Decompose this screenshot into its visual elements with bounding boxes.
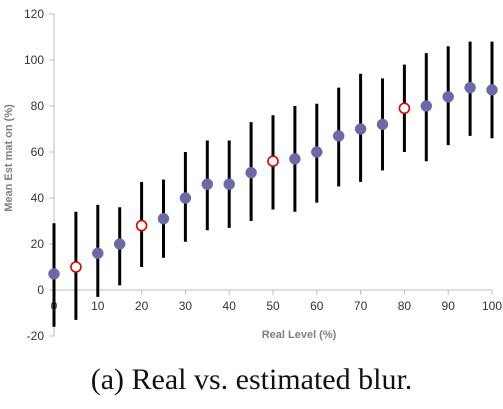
data-point	[223, 178, 235, 190]
error-bars	[52, 41, 494, 327]
y-tick-label: 20	[31, 237, 45, 251]
x-axis-title: Real Level (%)	[262, 329, 337, 341]
data-point	[179, 192, 192, 204]
data-point	[376, 118, 389, 131]
y-tick-label: 120	[24, 7, 44, 21]
y-axis-title: Mean Est mat on (%)	[3, 104, 15, 212]
y-tick-label: 60	[31, 145, 45, 159]
figure-caption: (a) Real vs. estimated blur.	[90, 363, 413, 396]
data-point	[311, 146, 323, 158]
data-point	[201, 178, 214, 190]
data-point	[442, 91, 454, 103]
data-point-hollow	[135, 219, 148, 232]
data-point	[420, 100, 433, 112]
data-point-hollow	[70, 261, 82, 273]
y-tick-label: 80	[31, 99, 45, 113]
x-tick-label: 100	[482, 299, 502, 313]
tick-labels: -20 0 20 40 60 80 100 120 0 10 20 30 40 50 60 70 80 90 100	[24, 7, 502, 343]
markers	[48, 81, 498, 280]
data-point-hollow	[398, 102, 411, 115]
data-point	[289, 153, 301, 165]
y-tick-label: 100	[24, 53, 44, 67]
data-point-hollow	[267, 155, 279, 167]
data-point	[113, 238, 126, 250]
x-tick-label: 20	[135, 299, 149, 313]
x-tick-label: 40	[223, 299, 237, 313]
x-tick-label: 0	[51, 299, 58, 313]
chart: -20 0 20 40 60 80 100 120 0 10 20 30 40 50 60 70 80 90 100…	[3, 7, 502, 343]
y-tick-label: -20	[27, 329, 45, 343]
x-tick-label: 10	[91, 299, 105, 313]
data-point	[48, 268, 60, 280]
x-tick-label: 70	[354, 299, 368, 313]
data-point	[245, 166, 257, 179]
data-point	[464, 81, 476, 94]
x-tick-label: 90	[442, 299, 456, 313]
data-point	[354, 123, 367, 135]
data-point	[486, 84, 498, 96]
data-point	[92, 247, 104, 259]
x-tick-label: 50	[266, 299, 280, 313]
y-tick-label: 0	[37, 283, 44, 297]
y-tick-label: 40	[31, 191, 45, 205]
x-tick-label: 30	[179, 299, 193, 313]
x-tick-label: 60	[310, 299, 324, 313]
data-point	[157, 212, 170, 225]
x-tick-label: 80	[398, 299, 412, 313]
data-point	[332, 130, 345, 142]
